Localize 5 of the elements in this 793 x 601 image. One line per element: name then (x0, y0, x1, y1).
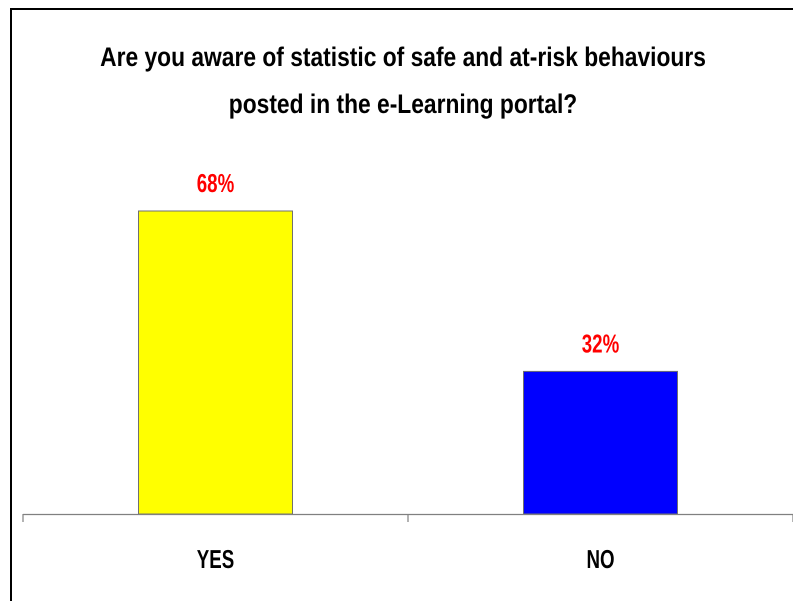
chart-title: Are you aware of statistic of safe and at-risk behaviours posted in the e-Learning portal? (100, 42, 706, 120)
data-label: 32% (582, 328, 620, 358)
x-tick-label: YES (196, 544, 234, 574)
x-tick-label: NO (586, 544, 615, 574)
data-label: 68% (196, 168, 234, 198)
